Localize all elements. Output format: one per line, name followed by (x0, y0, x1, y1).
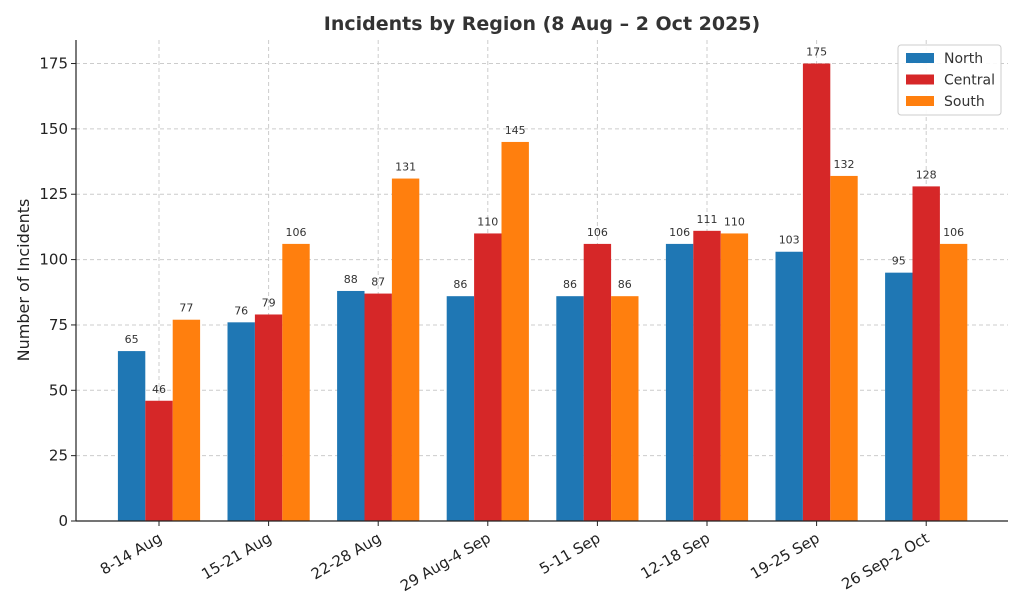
data-label: 103 (779, 234, 800, 247)
bar-north (446, 296, 475, 521)
data-label: 76 (234, 304, 248, 317)
bar-central (474, 233, 502, 521)
legend-swatch (906, 74, 934, 85)
y-tick-label: 25 (49, 447, 68, 465)
legend-swatch (906, 96, 934, 106)
bar-central (364, 293, 392, 521)
bar-north (775, 251, 803, 521)
y-tick-label: 50 (49, 381, 68, 399)
data-label: 111 (697, 213, 718, 226)
x-tick-label: 19-25 Sep (747, 529, 822, 583)
bar-central (583, 243, 612, 522)
bar-south (720, 233, 749, 521)
bar-south (172, 319, 201, 521)
bar-south (830, 175, 858, 521)
data-label: 46 (152, 383, 166, 396)
y-tick-label: 125 (39, 185, 68, 203)
data-label: 95 (892, 255, 906, 268)
bar-central (912, 186, 940, 522)
y-tick-label: 75 (49, 316, 68, 334)
data-label: 88 (344, 273, 358, 286)
grid-layer (76, 40, 1008, 521)
data-label: 128 (916, 168, 937, 181)
x-tick-label: 26 Sep-2 Oct (839, 529, 933, 594)
legend-swatch (906, 53, 934, 63)
data-label: 131 (395, 161, 416, 174)
bar-south (939, 243, 968, 522)
data-label: 110 (477, 215, 498, 228)
bar-north (117, 351, 146, 521)
x-tick-label: 22-28 Aug (308, 529, 384, 583)
x-tick-label: 5-11 Sep (536, 529, 603, 578)
x-tick-label: 12-18 Sep (638, 529, 713, 583)
bar-north (337, 290, 365, 521)
bar-south (611, 296, 639, 521)
data-label: 106 (286, 226, 307, 239)
data-label: 132 (834, 158, 855, 171)
bar-north (556, 296, 584, 521)
data-label: 175 (806, 46, 827, 59)
y-tick-label: 100 (39, 251, 68, 269)
data-label: 106 (669, 226, 690, 239)
y-axis-label: Number of Incidents (14, 199, 33, 362)
bar-layer (117, 63, 968, 522)
bar-north (885, 272, 913, 521)
data-label: 145 (505, 124, 526, 137)
data-label: 87 (371, 276, 385, 289)
legend-label: South (944, 94, 985, 110)
y-tick-label: 0 (58, 512, 68, 530)
bar-north (665, 243, 694, 522)
x-tick-label: 8-14 Aug (97, 529, 165, 579)
legend: North Central South (897, 44, 1002, 116)
legend-label: North (944, 51, 983, 67)
chart-title: Incidents by Region (8 Aug – 2 Oct 2025) (324, 13, 760, 35)
data-label-layer: 65 76 88 86 86 106 103 95 46 79 87 110 106 111 175 128 7… (125, 46, 964, 396)
y-tick-label: 150 (39, 120, 68, 138)
legend-label: Central (944, 73, 995, 89)
bar-central (693, 230, 721, 521)
bar-south (501, 141, 529, 521)
data-label: 110 (724, 215, 745, 228)
bar-central (802, 63, 831, 522)
bar-central (145, 400, 173, 521)
data-label: 86 (453, 278, 467, 291)
bar-south (391, 178, 420, 521)
x-tick-label: 15-21 Aug (198, 529, 274, 583)
data-label: 86 (563, 278, 577, 291)
data-label: 77 (179, 302, 193, 315)
data-label: 79 (262, 296, 276, 309)
x-tick-label: 29 Aug-4 Sep (397, 529, 494, 595)
data-label: 86 (618, 278, 632, 291)
bar-south (282, 243, 310, 522)
data-label: 106 (587, 226, 608, 239)
bar-north (227, 322, 255, 521)
data-label: 106 (943, 226, 964, 239)
data-label: 65 (125, 333, 139, 346)
bar-central (254, 314, 283, 521)
y-tick-label: 175 (39, 55, 68, 73)
